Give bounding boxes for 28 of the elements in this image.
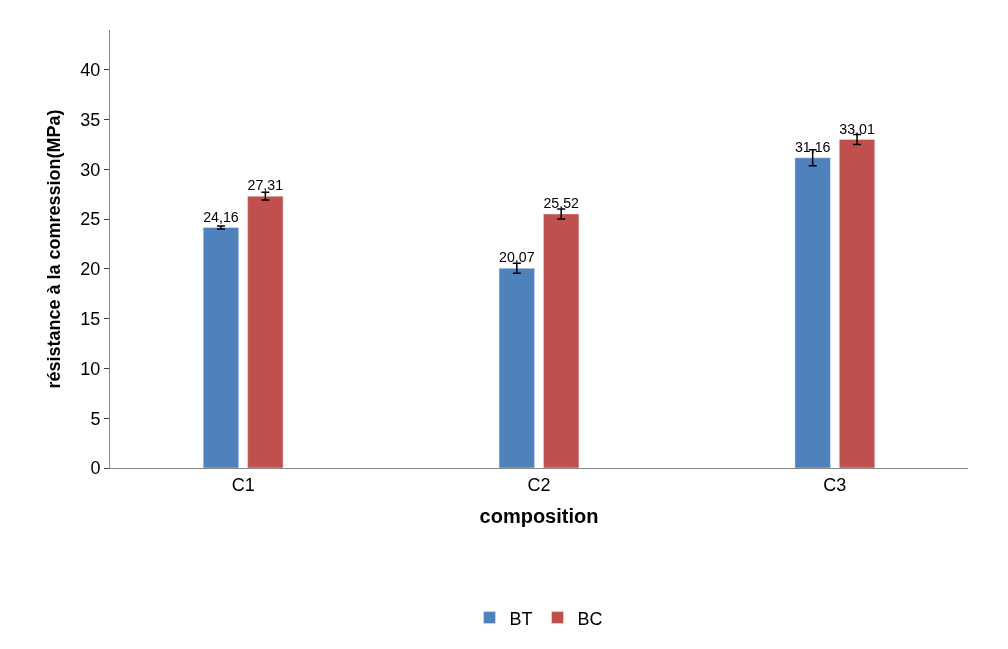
data-label: 31,16 bbox=[794, 138, 831, 155]
x-tick-label: C2 bbox=[527, 474, 551, 495]
bar bbox=[202, 227, 239, 468]
y-tick-label: 5 bbox=[90, 408, 101, 429]
y-tick-label: 25 bbox=[80, 209, 101, 230]
x-axis-title: composition bbox=[479, 505, 599, 528]
legend-label: BT bbox=[509, 608, 533, 629]
bar bbox=[794, 157, 831, 468]
legend-label: BC bbox=[577, 608, 603, 629]
y-tick-label: 15 bbox=[80, 308, 101, 329]
data-label: 25,52 bbox=[543, 195, 580, 212]
y-tick-label: 0 bbox=[90, 458, 101, 479]
bar bbox=[839, 139, 876, 468]
data-label: 20,07 bbox=[499, 249, 535, 266]
y-tick-label: 35 bbox=[80, 109, 101, 130]
y-tick-label: 40 bbox=[80, 60, 101, 81]
bar bbox=[247, 195, 284, 468]
y-tick-label: 20 bbox=[80, 259, 101, 280]
bar bbox=[498, 267, 535, 468]
data-label: 24,16 bbox=[203, 208, 239, 225]
x-tick-label: C3 bbox=[823, 474, 847, 495]
y-tick-label: 10 bbox=[80, 358, 101, 379]
x-tick-label: C1 bbox=[231, 474, 255, 495]
data-label: 33,01 bbox=[839, 120, 875, 137]
y-tick-label: 30 bbox=[80, 159, 101, 180]
data-label: 27,31 bbox=[247, 177, 284, 194]
bar bbox=[543, 213, 580, 468]
y-axis-title: résistance à la comression(MPa) bbox=[43, 109, 64, 389]
